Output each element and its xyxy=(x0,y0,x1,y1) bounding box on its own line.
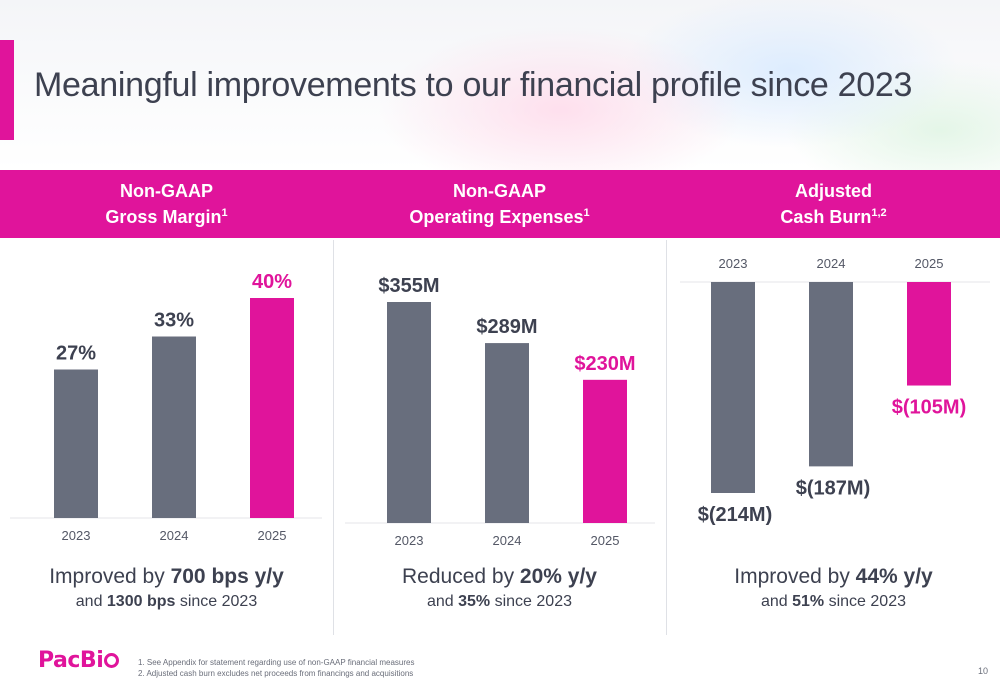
bar-2024 xyxy=(485,343,529,523)
summary-gross-margin: Improved by 700 bps y/y and 1300 bps sin… xyxy=(0,565,333,611)
summary-text: Improved by xyxy=(734,565,856,588)
header-background xyxy=(0,0,1000,170)
footnote-ref: 1 xyxy=(221,207,228,219)
panel-header-line1: Non-GAAP xyxy=(453,181,546,201)
title-accent-bar xyxy=(0,40,14,140)
panel-header-line2: Cash Burn xyxy=(780,207,872,227)
x-tick-label: 2025 xyxy=(258,528,287,543)
bar-2024 xyxy=(809,282,853,467)
panel-divider xyxy=(333,240,334,635)
summary-highlight: 20% y/y xyxy=(519,565,597,588)
bar-2025 xyxy=(250,298,294,518)
summary-highlight: 44% y/y xyxy=(855,565,933,588)
footnote-ref: 1,2 xyxy=(871,207,887,219)
data-label: $(187M) xyxy=(796,477,870,499)
bar-2025 xyxy=(907,282,951,386)
summary-sub-text: and xyxy=(760,593,793,610)
data-label: $289M xyxy=(476,316,537,338)
data-label: 27% xyxy=(56,343,96,365)
footnotes: 1. See Appendix for statement regarding … xyxy=(138,657,414,679)
section-header-band xyxy=(0,170,1000,238)
bar-2024 xyxy=(152,336,196,518)
summary-sub-highlight: 1300 bps xyxy=(106,593,176,610)
summary-operating-expenses: Reduced by 20% y/y and 35% since 2023 xyxy=(333,565,666,611)
summary-sub-highlight: 35% xyxy=(458,593,491,610)
bar-2023 xyxy=(54,369,98,518)
footnote-ref: 1 xyxy=(583,207,590,219)
footnote-2: 2. Adjusted cash burn excludes net proce… xyxy=(138,669,414,678)
summary-sub-text: since 2023 xyxy=(175,593,258,610)
x-tick-label: 2024 xyxy=(817,256,846,271)
logo-ring-icon xyxy=(104,653,120,668)
panel-header-line1: Non-GAAP xyxy=(120,181,213,201)
summary-sub-text: since 2023 xyxy=(824,593,906,610)
x-tick-label: 2023 xyxy=(62,528,91,543)
page-number: 10 xyxy=(977,666,988,676)
data-label: $355M xyxy=(378,275,439,297)
page-title: Meaningful improvements to our financial… xyxy=(34,66,913,104)
bar-charts: 27% 2023 33% 2024 40% 2025 $355M 2023 $289M 2024 $… xyxy=(10,256,990,548)
bar-2023 xyxy=(711,282,755,493)
summary-highlight: 700 bps y/y xyxy=(170,565,284,588)
summary-sub-highlight: 51% xyxy=(792,593,825,610)
summary-text: Reduced by xyxy=(402,565,520,588)
pacbio-logo: PacBi xyxy=(38,648,120,673)
panel-header-operating-expenses: Non-GAAP Operating Expenses1 xyxy=(333,178,666,230)
panel-header-line2: Gross Margin xyxy=(105,207,222,227)
panel-divider xyxy=(666,240,667,635)
x-tick-label: 2024 xyxy=(493,533,522,548)
x-tick-label: 2025 xyxy=(915,256,944,271)
panel-header-cash-burn: Adjusted Cash Burn1,2 xyxy=(667,178,1000,230)
data-label: $(105M) xyxy=(892,397,966,419)
logo-text: PacBi xyxy=(38,648,104,673)
summary-sub-text: and xyxy=(75,593,107,610)
summary-sub-text: since 2023 xyxy=(490,593,572,610)
data-label: $230M xyxy=(574,353,635,375)
data-label: 40% xyxy=(252,271,292,293)
x-tick-label: 2025 xyxy=(591,533,620,548)
panel-header-line1: Adjusted xyxy=(794,181,872,201)
bar-2023 xyxy=(387,302,431,523)
x-tick-label: 2024 xyxy=(160,528,189,543)
x-tick-label: 2023 xyxy=(719,256,748,271)
panel-header-line2: Operating Expenses xyxy=(409,207,584,227)
x-tick-label: 2023 xyxy=(395,533,424,548)
data-label: $(214M) xyxy=(698,504,772,526)
summary-text: Improved by xyxy=(49,565,171,588)
panel-header-gross-margin: Non-GAAP Gross Margin1 xyxy=(0,178,333,230)
summary-cash-burn: Improved by 44% y/y and 51% since 2023 xyxy=(667,565,1000,611)
bar-2025 xyxy=(583,379,627,523)
footnote-1: 1. See Appendix for statement regarding … xyxy=(138,658,415,667)
summary-sub-text: and xyxy=(426,593,459,610)
data-label: 33% xyxy=(154,310,194,332)
